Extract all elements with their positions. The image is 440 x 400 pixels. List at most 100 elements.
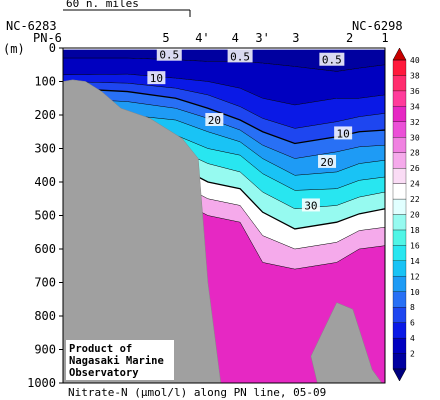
ship-code-right: NC-6298 xyxy=(352,19,403,33)
credit-line-3: Observatory xyxy=(69,367,139,379)
station-label: 5 xyxy=(162,31,169,45)
station-label: 3' xyxy=(255,31,269,45)
colorbar-swatch xyxy=(392,276,407,292)
contour-label-bg xyxy=(318,154,337,168)
colorbar-label: 26 xyxy=(410,164,420,173)
y-tick-label-400: 400 xyxy=(34,175,56,189)
y-tick-label-800: 800 xyxy=(34,309,56,323)
colorbar-label: 10 xyxy=(410,288,420,297)
colorbar-label: 36 xyxy=(410,87,420,96)
seafloor-deep xyxy=(310,302,383,383)
y-tick-label-500: 500 xyxy=(34,209,56,223)
colorbar-min-arrow xyxy=(392,368,407,382)
contour-label-bg xyxy=(227,49,253,63)
credit-line-2: Nagasaki Marine xyxy=(69,355,164,367)
contour-label: 30 xyxy=(304,199,317,212)
colorbar-label: 22 xyxy=(410,195,420,204)
colorbar-label: 6 xyxy=(410,319,415,328)
contour-label-bg xyxy=(156,48,182,61)
nitrate-band xyxy=(63,111,385,191)
nitrate-band xyxy=(63,88,385,159)
y-tick-label-600: 600 xyxy=(34,242,56,256)
colorbar-swatch xyxy=(392,245,407,261)
contour-label: 20 xyxy=(208,114,221,127)
contour-label: 0.5 xyxy=(159,49,179,62)
station-label: 3 xyxy=(292,31,299,45)
y-tick-label-200: 200 xyxy=(34,108,56,122)
contour-label-bg xyxy=(319,52,345,66)
colorbar-swatch xyxy=(392,337,407,354)
colorbar-label: 40 xyxy=(410,56,420,65)
colorbar-swatch xyxy=(392,75,407,92)
colorbar-swatch xyxy=(392,322,407,339)
y-tick-label-700: 700 xyxy=(34,276,56,290)
contour-labels: 0.5 0.5 0.5 10 20 10 20 30 xyxy=(147,48,353,212)
scale-bar-label: 60 n. miles xyxy=(66,0,139,10)
colorbar-label: 2 xyxy=(410,350,415,359)
colorbar-label: 4 xyxy=(410,334,415,343)
nitrate-band xyxy=(63,161,385,270)
contour-label: 20 xyxy=(320,156,333,169)
colorbar-label: 38 xyxy=(410,71,420,80)
nitrate-band xyxy=(63,74,385,129)
y-tick-label-100: 100 xyxy=(34,75,56,89)
credit-box: Product of Nagasaki Marine Observatory xyxy=(66,340,174,380)
colorbar-swatch xyxy=(392,59,407,76)
y-tick-label-300: 300 xyxy=(34,142,56,156)
y-axis: 0 100 200 300 400 500 600 700 800 900 1000 xyxy=(27,41,63,390)
contour-label-bg xyxy=(334,126,353,140)
colorbar-swatch xyxy=(392,198,407,215)
contour-line xyxy=(63,98,385,159)
colorbar-label: 18 xyxy=(410,226,420,235)
contour-label-bg xyxy=(301,198,320,212)
colorbar-label: 8 xyxy=(410,303,415,312)
chart-title: Nitrate-N (μmol/l) along PN line, 05-09 xyxy=(68,386,326,399)
scale-bar: 60 n. miles xyxy=(63,0,191,17)
colorbar-label: 14 xyxy=(410,257,420,266)
colorbar-label: 28 xyxy=(410,149,420,158)
nitrate-band xyxy=(63,135,385,229)
y-axis-unit-label: (m) xyxy=(3,42,25,56)
y-tick-label-0: 0 xyxy=(49,41,56,55)
station-label: 1 xyxy=(381,31,388,45)
nitrate-band xyxy=(63,58,385,105)
colorbar-label: 20 xyxy=(410,211,420,220)
credit-line-1: Product of xyxy=(69,343,132,355)
colorbar-label: 34 xyxy=(410,102,420,111)
contour-label-bg xyxy=(205,113,224,127)
line-label: PN-6 xyxy=(33,31,62,45)
colorbar-swatch xyxy=(392,229,407,246)
colorbar-swatch xyxy=(392,106,407,122)
contour-line xyxy=(63,81,385,129)
colorbar-swatch xyxy=(392,291,407,308)
contour-label: 0.5 xyxy=(322,54,342,67)
colorbar-label: 24 xyxy=(410,180,420,189)
contour-lines xyxy=(63,57,385,270)
seafloor-shelf xyxy=(63,79,222,383)
nitrate-band xyxy=(63,125,385,209)
contour-label-bg xyxy=(147,71,166,85)
colorbar-max-arrow xyxy=(392,47,407,61)
colorbar-label: 32 xyxy=(410,118,420,127)
ship-code-left: NC-6283 xyxy=(6,19,57,33)
contour-label: 0.5 xyxy=(230,50,250,63)
colorbar-label: 16 xyxy=(410,241,420,250)
colorbar-swatch xyxy=(392,137,407,153)
colorbar-swatch xyxy=(392,214,407,231)
station-label: 4' xyxy=(195,31,209,45)
nitrate-band xyxy=(63,49,385,72)
y-tick-label-900: 900 xyxy=(34,343,56,357)
nitrate-band xyxy=(63,148,385,249)
nitrate-band xyxy=(63,81,385,144)
section-plot: 0.5 0.5 0.5 10 20 10 20 30 xyxy=(63,48,385,383)
colorbar-swatch xyxy=(392,307,407,323)
contour-label: 10 xyxy=(150,72,163,85)
colorbar-swatch xyxy=(392,90,407,107)
colorbar-swatch xyxy=(392,353,407,370)
station-label: 4 xyxy=(232,31,239,45)
contour-line xyxy=(63,111,385,176)
y-tick-label-1000: 1000 xyxy=(27,376,56,390)
colorbar-swatch xyxy=(392,121,407,138)
colorbar-label: 30 xyxy=(410,133,420,142)
